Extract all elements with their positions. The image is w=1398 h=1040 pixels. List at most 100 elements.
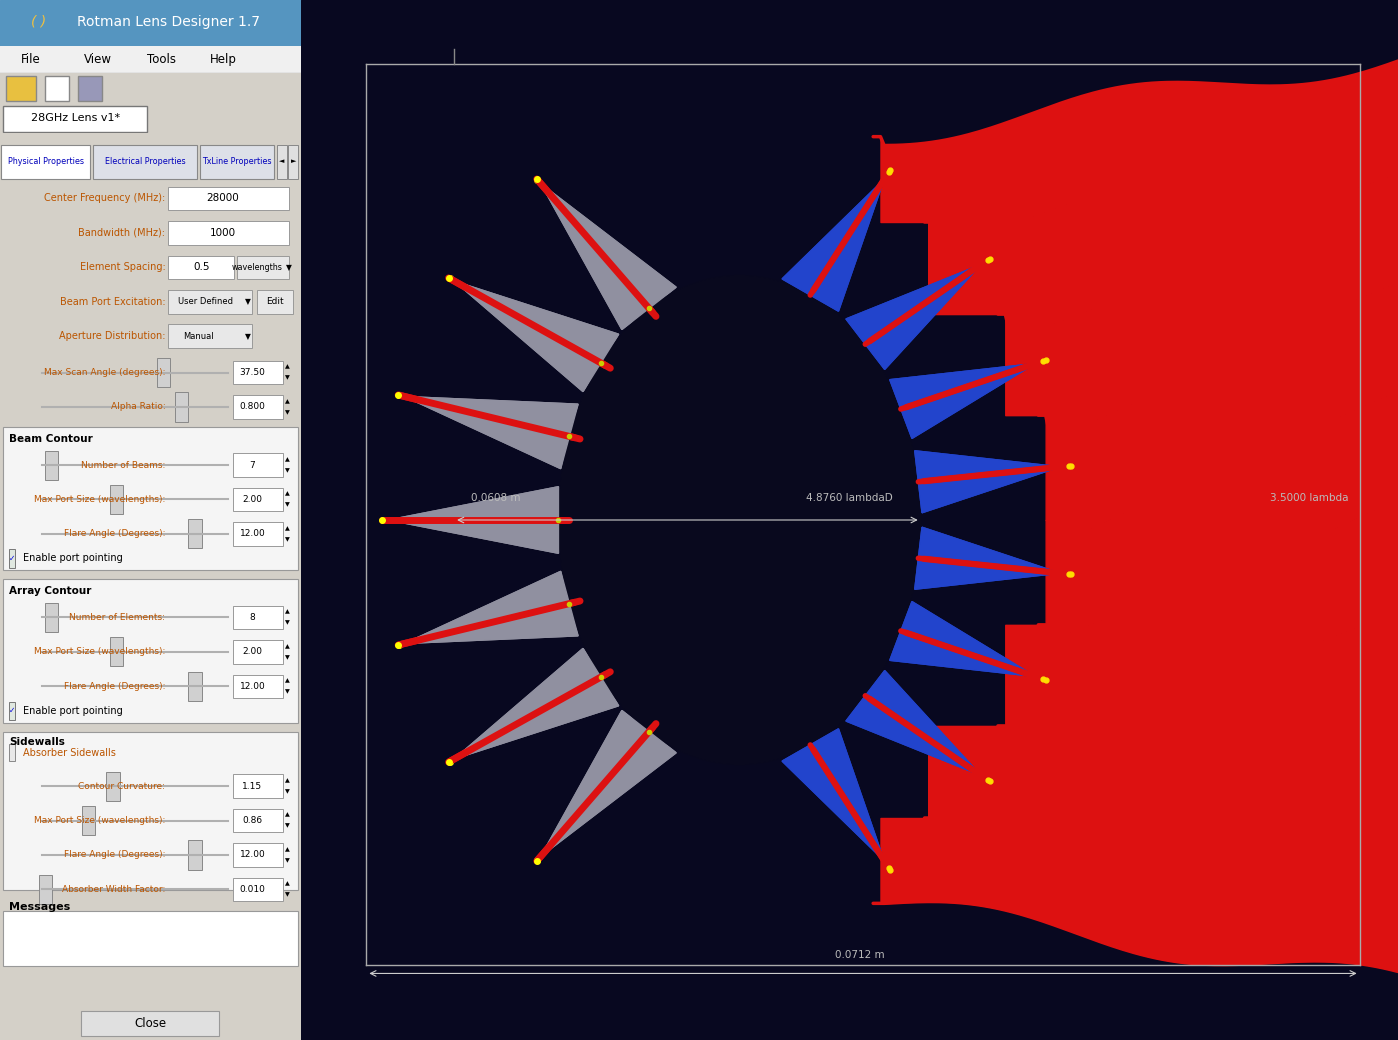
Text: ▲: ▲ <box>285 492 289 496</box>
Text: 12.00: 12.00 <box>239 682 266 691</box>
Text: ▲: ▲ <box>285 609 289 615</box>
Text: 1.15: 1.15 <box>242 782 263 790</box>
FancyBboxPatch shape <box>233 775 282 798</box>
Text: Number of Beams:: Number of Beams: <box>81 461 165 469</box>
Text: ▼: ▼ <box>285 655 289 659</box>
Text: File: File <box>21 53 41 66</box>
Text: Max Port Size (wavelengths):: Max Port Size (wavelengths): <box>34 816 165 825</box>
FancyBboxPatch shape <box>39 875 52 904</box>
Text: Absorber Sidewalls: Absorber Sidewalls <box>22 748 116 757</box>
Text: 3.5000 lambda: 3.5000 lambda <box>1271 493 1349 503</box>
Text: 0.5: 0.5 <box>193 262 210 272</box>
Polygon shape <box>781 729 884 861</box>
Polygon shape <box>914 450 1060 513</box>
Text: User Defined: User Defined <box>179 297 233 307</box>
FancyBboxPatch shape <box>3 427 298 570</box>
Text: Absorber Width Factor:: Absorber Width Factor: <box>62 885 165 894</box>
Text: 28GHz Lens v1*: 28GHz Lens v1* <box>31 113 120 123</box>
Polygon shape <box>781 179 884 311</box>
Text: wavelengths: wavelengths <box>232 263 282 271</box>
FancyBboxPatch shape <box>168 324 253 348</box>
Text: ▼: ▼ <box>285 824 289 829</box>
Text: ▼: ▼ <box>285 892 289 898</box>
Polygon shape <box>454 648 619 759</box>
Text: ▲: ▲ <box>285 812 289 817</box>
FancyBboxPatch shape <box>233 361 282 385</box>
Text: ▲: ▲ <box>285 526 289 531</box>
Text: ▼: ▼ <box>285 789 289 794</box>
Text: ▲: ▲ <box>285 678 289 683</box>
Text: Enable port pointing: Enable port pointing <box>22 553 122 564</box>
Text: Beam Contour: Beam Contour <box>8 434 92 444</box>
Polygon shape <box>541 184 677 330</box>
Text: ▼: ▼ <box>285 263 292 271</box>
Polygon shape <box>541 710 677 856</box>
Polygon shape <box>781 179 884 311</box>
Text: ▲: ▲ <box>285 847 289 852</box>
Text: ▼: ▼ <box>285 537 289 542</box>
FancyBboxPatch shape <box>8 702 15 720</box>
FancyBboxPatch shape <box>1364 7 1381 38</box>
FancyBboxPatch shape <box>233 843 282 866</box>
Polygon shape <box>404 571 579 644</box>
Polygon shape <box>889 601 1035 676</box>
Polygon shape <box>541 184 677 330</box>
FancyBboxPatch shape <box>288 145 298 179</box>
FancyBboxPatch shape <box>1 145 91 179</box>
FancyBboxPatch shape <box>257 290 294 314</box>
FancyBboxPatch shape <box>168 290 253 314</box>
Text: 12.00: 12.00 <box>239 529 266 539</box>
FancyBboxPatch shape <box>233 809 282 832</box>
FancyBboxPatch shape <box>157 358 169 387</box>
Text: Number of Elements:: Number of Elements: <box>70 613 165 622</box>
FancyBboxPatch shape <box>81 1011 219 1037</box>
Text: 2.00: 2.00 <box>242 647 263 656</box>
Polygon shape <box>404 396 579 469</box>
FancyBboxPatch shape <box>233 488 282 512</box>
Polygon shape <box>454 281 619 392</box>
Text: Contour Curvature:: Contour Curvature: <box>78 782 165 790</box>
Text: Close: Close <box>134 1017 166 1031</box>
Text: ▼: ▼ <box>285 410 289 415</box>
Text: ▲: ▲ <box>285 458 289 462</box>
FancyBboxPatch shape <box>45 76 69 101</box>
Text: ▲: ▲ <box>285 778 289 783</box>
Text: Center Frequency (MHz):: Center Frequency (MHz): <box>45 193 165 204</box>
FancyBboxPatch shape <box>233 605 282 629</box>
Text: ▼: ▼ <box>285 375 289 381</box>
Text: 8: 8 <box>250 613 256 622</box>
Text: ▲: ▲ <box>285 882 289 886</box>
FancyBboxPatch shape <box>168 222 288 244</box>
Polygon shape <box>846 265 981 369</box>
Text: Bandwidth (MHz):: Bandwidth (MHz): <box>78 228 165 238</box>
Text: ✕: ✕ <box>1369 17 1377 27</box>
FancyBboxPatch shape <box>1342 7 1359 38</box>
Polygon shape <box>389 487 558 553</box>
Text: ▲: ▲ <box>285 644 289 649</box>
FancyBboxPatch shape <box>233 675 282 698</box>
Text: ▲: ▲ <box>285 365 289 369</box>
FancyBboxPatch shape <box>168 256 235 279</box>
FancyBboxPatch shape <box>189 840 201 869</box>
Text: 1000: 1000 <box>210 228 235 238</box>
Text: ▼: ▼ <box>285 468 289 473</box>
Text: Electrical Properties: Electrical Properties <box>105 157 186 165</box>
Polygon shape <box>846 671 981 775</box>
Text: 0.800: 0.800 <box>239 402 266 412</box>
Text: Manual: Manual <box>183 332 214 341</box>
Text: Messages: Messages <box>8 902 70 912</box>
Text: 0.86: 0.86 <box>242 816 263 825</box>
Text: Alpha Ratio:: Alpha Ratio: <box>110 402 165 412</box>
Text: 0.0608 m: 0.0608 m <box>471 493 520 503</box>
FancyBboxPatch shape <box>3 579 298 723</box>
Text: ✓: ✓ <box>8 554 15 563</box>
Text: 7: 7 <box>250 461 256 469</box>
Polygon shape <box>914 527 1060 590</box>
Polygon shape <box>389 487 558 553</box>
Text: Edit: Edit <box>266 297 284 307</box>
Text: Array Contour: Array Contour <box>8 587 91 596</box>
Text: Enable port pointing: Enable port pointing <box>22 706 122 716</box>
Text: 4.8760 lambdaD: 4.8760 lambdaD <box>805 493 893 503</box>
Polygon shape <box>846 671 981 775</box>
Text: Max Scan Angle (degrees):: Max Scan Angle (degrees): <box>43 368 165 378</box>
